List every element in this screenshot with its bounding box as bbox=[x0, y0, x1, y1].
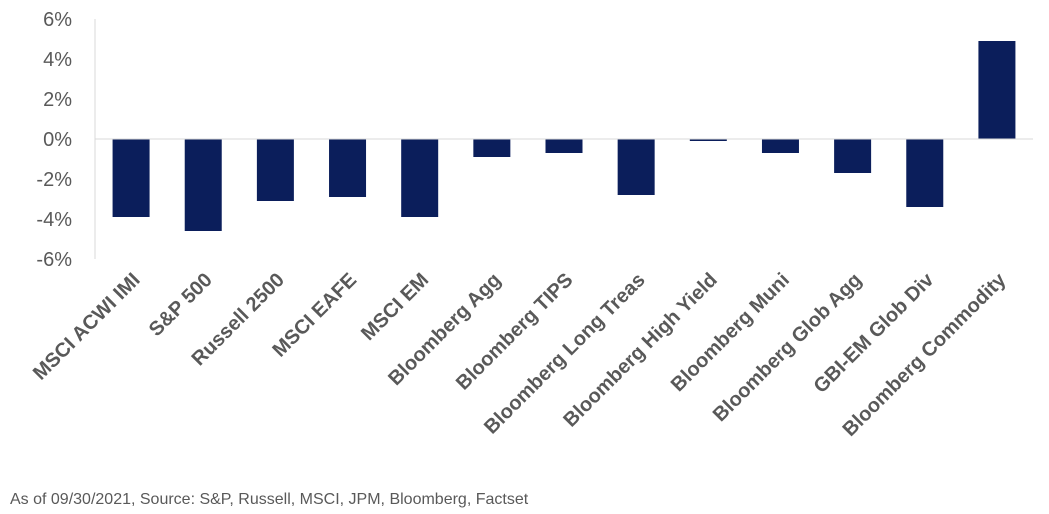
bar bbox=[761, 139, 799, 153]
y-tick-label: 6% bbox=[43, 9, 72, 31]
bar bbox=[401, 139, 439, 217]
bar bbox=[184, 139, 222, 231]
bar bbox=[906, 139, 944, 207]
bar bbox=[617, 139, 655, 195]
bar bbox=[473, 139, 511, 157]
bars bbox=[112, 41, 1016, 231]
bar bbox=[329, 139, 367, 197]
x-tick-label: MSCI ACWI IMI bbox=[29, 269, 145, 385]
y-tick-label: -2% bbox=[36, 169, 72, 191]
bar bbox=[256, 139, 294, 201]
bar bbox=[834, 139, 872, 173]
x-tick-label: MSCI EM bbox=[357, 269, 433, 345]
bar-chart: 6% 4% 2% 0% -2% -4% -6% MSCI ACWI IMI S&P 500Ru… bbox=[29, 9, 1033, 441]
bar bbox=[689, 139, 727, 141]
bar bbox=[545, 139, 583, 153]
source-note: As of 09/30/2021, Source: S&P, Russell, … bbox=[10, 491, 529, 508]
y-tick-label: 2% bbox=[43, 89, 72, 111]
y-tick-label: -6% bbox=[36, 249, 72, 271]
x-tick-label: GBI-EM Glob Div bbox=[810, 268, 939, 397]
x-tick-label: S&P 500 bbox=[145, 269, 217, 341]
y-tick-label: 0% bbox=[43, 129, 72, 151]
y-axis: 6% 4% 2% 0% -2% -4% -6% bbox=[36, 9, 96, 271]
bar bbox=[978, 41, 1016, 139]
y-tick-label: -4% bbox=[36, 209, 72, 231]
y-tick-label: 4% bbox=[43, 49, 72, 71]
bar bbox=[112, 139, 150, 217]
x-tick-label: Bloomberg Glob Agg bbox=[709, 269, 866, 426]
